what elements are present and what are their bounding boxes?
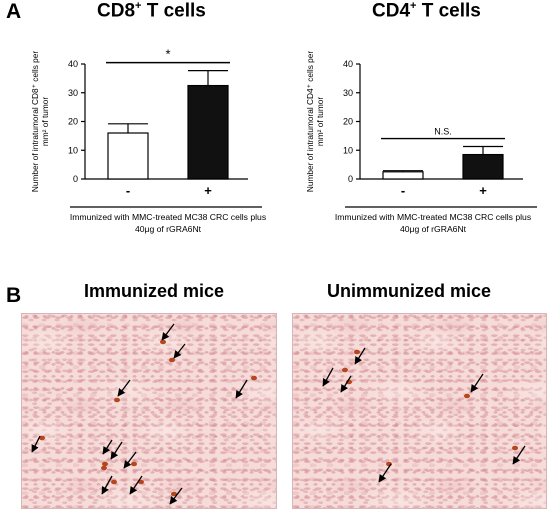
histo-l-stained-cell — [251, 375, 257, 381]
histo-l-arrow — [31, 435, 41, 453]
chart2-ylabel: Number of intratumoral CD4⁺ cells per — [305, 51, 315, 193]
chart2-title: CD4+ T cells — [372, 0, 481, 22]
histo-l-stained-cell — [114, 397, 120, 403]
chart2-ytick-label: 10 — [343, 145, 353, 155]
histo-l-arrow — [173, 343, 186, 359]
histo-r-stained-cell — [512, 445, 518, 451]
chart1-xtick-label: - — [126, 183, 130, 198]
chart2-xtick-label: - — [401, 183, 405, 198]
histo-r-arrow — [354, 347, 366, 365]
histo-r-stained-cell — [386, 461, 392, 467]
panel-b-label: B — [6, 284, 22, 307]
chart2-ytick-label: 20 — [343, 117, 353, 127]
histo-l-stained-cell — [102, 461, 108, 467]
histo-l-stained-cell — [169, 357, 175, 363]
histo-r-arrow — [512, 445, 526, 465]
histo-r-stained-cell — [464, 393, 470, 399]
micrograph-left-title: Immunized mice — [84, 281, 225, 301]
histo-r-arrow — [470, 373, 484, 393]
histo-r-stained-cell — [342, 367, 348, 373]
histo-r-arrow — [378, 463, 392, 483]
micrograph-right-title: Unimmunized mice — [327, 281, 492, 301]
chart2-significance-label: N.S. — [434, 127, 452, 137]
histo-l-arrow — [101, 475, 113, 495]
chart1-ytick-label: 10 — [68, 145, 78, 155]
chart2-ytick-label: 30 — [343, 88, 353, 98]
histo-l-arrow — [161, 323, 175, 341]
chart1-svg: Number of intratumoral CD8⁺ cells per mm²… — [30, 47, 262, 208]
chart1-title: CD8+ T cells — [97, 0, 206, 22]
chart1-xcaption: Immunized with MMC-treated MC38 CRC cell… — [69, 212, 267, 234]
histo-l-stained-cell — [101, 465, 107, 471]
histo-l-stained-cell — [39, 435, 45, 441]
chart1-ylabel: mm² of tumor — [40, 97, 50, 147]
histo-l-arrow — [102, 439, 113, 455]
histo-l-arrow — [129, 475, 143, 495]
micrograph-immunized — [21, 313, 277, 509]
chart1-ytick-label: 30 — [68, 88, 78, 98]
micrograph-immunized-annotations — [31, 323, 257, 505]
histo-l-arrow — [110, 441, 123, 460]
chart1-bar — [107, 132, 149, 180]
histo-r-arrow — [322, 367, 334, 387]
histo-l-stained-cell — [171, 491, 177, 497]
chart2-ylabel: mm² of tumor — [315, 97, 325, 147]
chart1-significance-label: * — [165, 47, 170, 62]
histo-l-stained-cell — [111, 479, 117, 485]
chart1-xtick-label: + — [204, 183, 212, 198]
chart1-ytick-label: 20 — [68, 117, 78, 127]
histo-l-stained-cell — [131, 461, 137, 467]
histo-l-arrow — [123, 451, 137, 469]
histo-r-stained-cell — [354, 349, 360, 355]
chart1-bar — [187, 84, 229, 180]
chart2-svg: Number of intratumoral CD4⁺ cells per mm²… — [305, 51, 537, 208]
chart2-xtick-label: + — [479, 183, 487, 198]
histo-l-arrow — [169, 487, 183, 505]
micrograph-unimmunized-annotations — [322, 347, 526, 483]
chart2-bar — [382, 171, 424, 180]
chart1-ytick-label: 0 — [73, 174, 78, 184]
chart2-ytick-label: 40 — [343, 59, 353, 69]
chart2-bar — [462, 153, 504, 180]
micrograph-unimmunized — [292, 313, 547, 509]
chart1-ytick-label: 40 — [68, 59, 78, 69]
histo-r-arrow — [340, 375, 352, 393]
histo-l-stained-cell — [160, 339, 166, 345]
panel-a-label: A — [6, 0, 22, 23]
histo-l-arrow — [235, 379, 248, 399]
chart2-xcaption: Immunized with MMC-treated MC38 CRC cell… — [334, 212, 532, 234]
histo-l-arrow — [117, 379, 131, 397]
chart2-ytick-label: 0 — [348, 174, 353, 184]
chart1-ylabel: Number of intratumoral CD8⁺ cells per — [30, 51, 40, 193]
